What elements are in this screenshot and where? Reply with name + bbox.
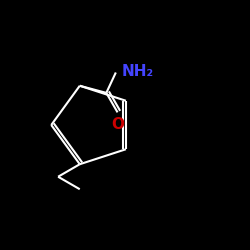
Text: O: O	[112, 117, 124, 132]
Text: NH₂: NH₂	[122, 64, 154, 79]
